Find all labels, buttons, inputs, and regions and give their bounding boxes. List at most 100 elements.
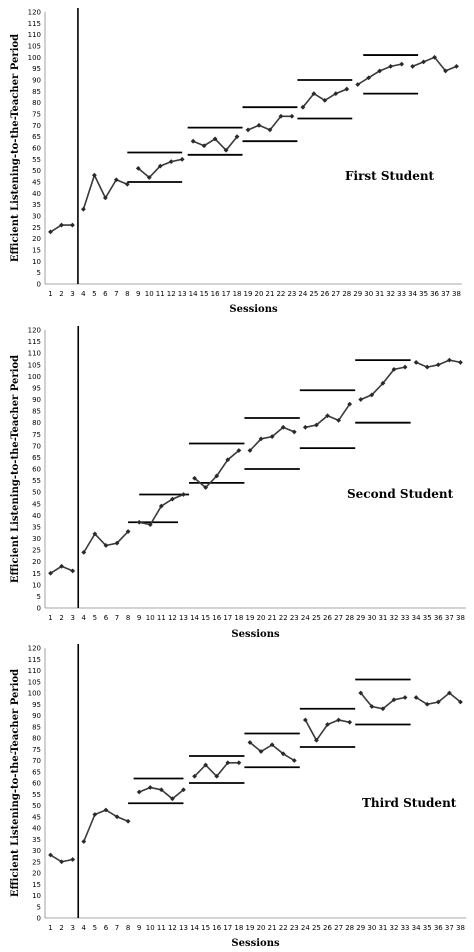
x-tick-label: 36: [434, 614, 443, 622]
y-tick-label: 60: [32, 145, 41, 153]
x-tick-label: 25: [309, 290, 318, 298]
data-point: [300, 104, 306, 110]
data-point: [347, 401, 353, 407]
x-tick-label: 11: [157, 614, 166, 622]
data-point: [458, 360, 463, 365]
x-tick-label: 14: [190, 924, 199, 932]
data-point: [168, 159, 174, 164]
x-tick-label: 35: [419, 290, 428, 298]
x-tick-label: 11: [157, 924, 166, 932]
x-tick-label: 32: [390, 614, 399, 622]
x-axis-title: Sessions: [231, 629, 280, 640]
data-point: [136, 789, 142, 795]
data-point: [435, 362, 441, 368]
data-point: [267, 127, 273, 133]
y-tick-label: 70: [32, 757, 41, 765]
y-tick-label: 35: [32, 836, 41, 844]
y-tick-label: 15: [32, 570, 41, 578]
data-point: [157, 163, 163, 169]
y-tick-label: 90: [32, 712, 41, 720]
data-point: [48, 229, 53, 235]
series-line: [83, 530, 129, 553]
x-tick-label: 15: [201, 924, 210, 932]
data-point: [158, 787, 164, 793]
data-point: [124, 181, 130, 187]
x-tick-label: 9: [137, 614, 141, 622]
data-point: [247, 448, 253, 453]
data-point: [181, 492, 186, 497]
data-point: [443, 68, 448, 74]
x-tick-label: 8: [126, 924, 130, 932]
x-tick-label: 6: [103, 290, 108, 298]
data-point: [289, 113, 295, 119]
y-tick-label: 45: [32, 179, 41, 187]
y-tick-label: 105: [28, 678, 41, 686]
data-point: [325, 413, 330, 419]
x-tick-label: 19: [244, 290, 253, 298]
x-tick-label: 14: [190, 614, 199, 622]
data-point: [92, 531, 98, 537]
x-tick-label: 37: [441, 290, 450, 298]
x-tick-label: 16: [212, 924, 221, 932]
data-point: [170, 496, 175, 502]
y-tick-label: 75: [32, 431, 41, 439]
data-point: [59, 859, 65, 865]
y-tick-label: 85: [32, 723, 41, 731]
data-point: [410, 64, 416, 69]
data-point: [258, 436, 264, 442]
x-tick-label: 22: [279, 614, 288, 622]
x-tick-label: 28: [345, 614, 354, 622]
x-tick-label: 20: [257, 924, 266, 932]
x-tick-label: 26: [323, 924, 332, 932]
series-line: [83, 809, 129, 842]
x-tick-label: 31: [378, 614, 387, 622]
data-point: [192, 475, 197, 481]
data-point: [70, 222, 75, 228]
x-tick-label: 27: [334, 614, 343, 622]
data-point: [225, 457, 231, 463]
x-tick-label: 7: [115, 924, 119, 932]
data-point: [280, 751, 286, 757]
x-tick-label: 35: [423, 924, 432, 932]
x-tick-label: 34: [412, 614, 421, 622]
data-point: [347, 719, 353, 725]
x-tick-label: 18: [233, 290, 242, 298]
x-tick-label: 18: [234, 614, 243, 622]
data-point: [179, 156, 185, 162]
student-label: First Student: [345, 169, 435, 183]
x-tick-label: 20: [257, 614, 266, 622]
data-point: [432, 54, 437, 60]
x-tick-label: 33: [397, 290, 406, 298]
x-tick-label: 17: [223, 614, 232, 622]
data-point: [192, 773, 197, 779]
x-tick-label: 21: [268, 614, 277, 622]
x-tick-label: 23: [287, 290, 296, 298]
data-point: [70, 568, 76, 574]
data-point: [158, 503, 164, 509]
y-tick-label: 40: [32, 825, 41, 833]
data-point: [366, 75, 372, 81]
x-tick-label: 33: [401, 614, 410, 622]
x-tick-label: 32: [390, 924, 399, 932]
y-tick-label: 110: [28, 31, 41, 39]
data-point: [81, 206, 86, 212]
y-tick-label: 40: [32, 512, 41, 520]
data-point: [369, 704, 375, 709]
data-point: [59, 563, 65, 569]
y-tick-label: 105: [28, 43, 41, 51]
y-tick-label: 0: [37, 605, 41, 613]
x-tick-label: 34: [408, 290, 417, 298]
data-point: [269, 434, 275, 439]
y-tick-label: 95: [32, 65, 41, 73]
y-tick-label: 75: [32, 111, 41, 119]
y-tick-label: 25: [32, 547, 41, 555]
data-point: [421, 59, 426, 65]
x-tick-label: 38: [456, 614, 465, 622]
y-tick-label: 30: [32, 847, 41, 855]
data-point: [201, 143, 207, 149]
x-tick-label: 9: [136, 290, 140, 298]
x-tick-label: 27: [334, 924, 343, 932]
data-point: [344, 86, 350, 92]
x-tick-label: 5: [93, 614, 97, 622]
data-point: [256, 122, 262, 128]
